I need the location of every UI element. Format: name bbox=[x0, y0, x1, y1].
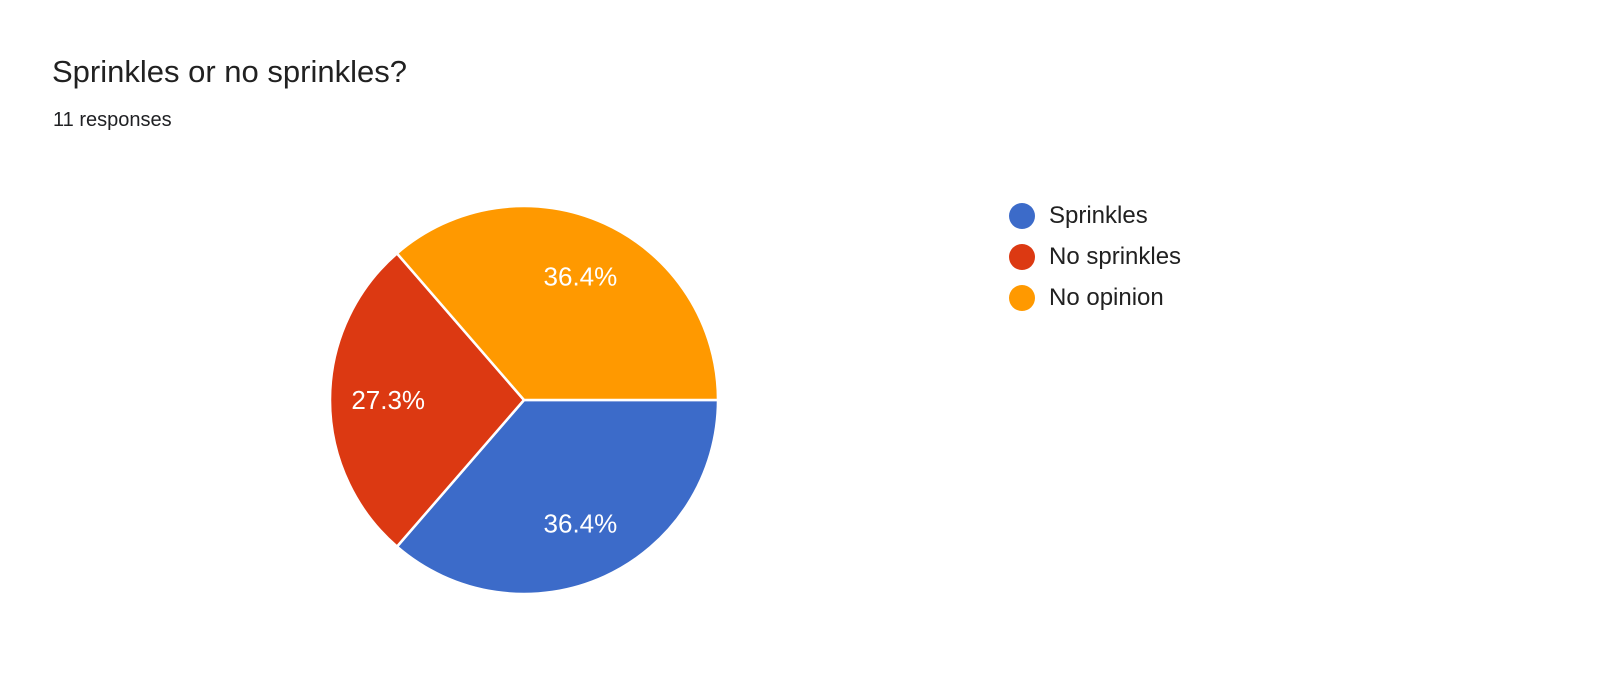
chart-legend: Sprinkles No sprinkles No opinion bbox=[1009, 195, 1181, 318]
legend-color-dot-icon bbox=[1009, 202, 1035, 229]
response-count: 11 responses bbox=[53, 109, 172, 131]
pie-slice-no-opinion[interactable] bbox=[395, 204, 720, 402]
pie-chart-svg: 36.4% 27.3% 36.4% bbox=[328, 204, 720, 596]
pie-slice-sprinkles[interactable] bbox=[395, 398, 720, 596]
pie-slice-no-sprinkles[interactable] bbox=[328, 252, 526, 548]
legend-item-label: No opinion bbox=[1049, 283, 1164, 311]
legend-item-label: Sprinkles bbox=[1049, 201, 1148, 229]
legend-item-sprinkles: Sprinkles bbox=[1009, 195, 1181, 236]
legend-color-dot-icon bbox=[1009, 243, 1035, 270]
legend-color-dot-icon bbox=[1009, 284, 1035, 311]
legend-item-no-sprinkles: No sprinkles bbox=[1009, 236, 1181, 277]
question-title: Sprinkles or no sprinkles? bbox=[52, 54, 407, 89]
legend-item-label: No sprinkles bbox=[1049, 242, 1182, 270]
slice-label-no-sprinkles: 27.3% bbox=[351, 385, 425, 415]
slice-label-sprinkles: 36.4% bbox=[544, 509, 618, 539]
legend-item-no-opinion: No opinion bbox=[1009, 277, 1181, 318]
slice-label-no-opinion: 36.4% bbox=[544, 262, 618, 292]
